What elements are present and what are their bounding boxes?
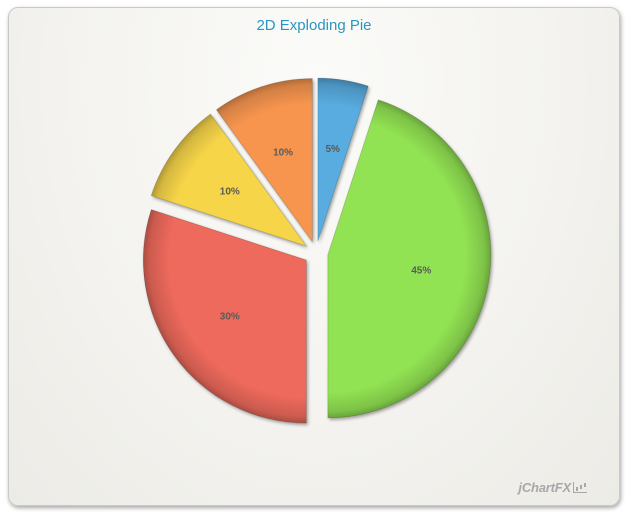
slice-label: 5% bbox=[325, 144, 340, 155]
brand-name: jChartFX bbox=[518, 480, 571, 495]
chart-frame: 2D Exploding Pie 5% 45% 30% 10% 10% jChartFX bbox=[8, 7, 620, 506]
pie-chart: 5% 45% 30% 10% 10% bbox=[142, 77, 492, 424]
pie-slice-rim bbox=[143, 209, 307, 424]
pie-slice-rim bbox=[317, 78, 369, 242]
pie-slice-rim bbox=[151, 114, 307, 246]
pie-slice[interactable]: 45% bbox=[327, 99, 492, 419]
pie-slice[interactable]: 30% bbox=[142, 209, 307, 424]
pie-slice[interactable]: 10% bbox=[150, 113, 308, 247]
brand-logo: jChartFX bbox=[518, 480, 587, 495]
pie-slice-rim bbox=[216, 78, 313, 242]
slice-label: 45% bbox=[411, 266, 431, 277]
slice-label: 10% bbox=[220, 186, 240, 197]
slice-label: 30% bbox=[220, 312, 240, 323]
slice-label: 10% bbox=[273, 148, 293, 159]
pie-slice-rim bbox=[327, 99, 491, 418]
pie-slice[interactable]: 5% bbox=[317, 77, 369, 242]
chart-logo-icon bbox=[573, 482, 587, 493]
chart-title: 2D Exploding Pie bbox=[256, 17, 372, 34]
pie-slice[interactable]: 10% bbox=[215, 78, 313, 243]
